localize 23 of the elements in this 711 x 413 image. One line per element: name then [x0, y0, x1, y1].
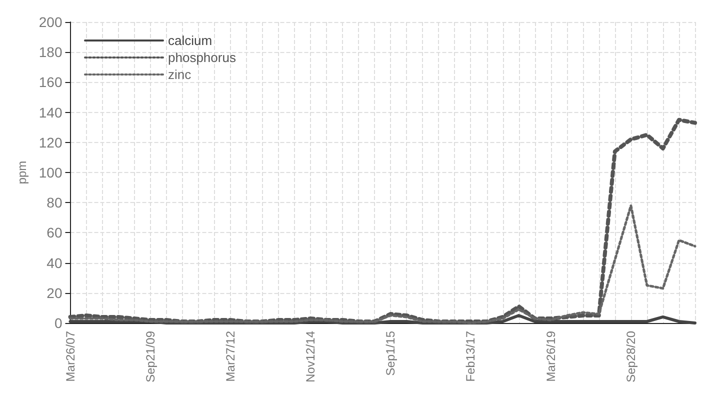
y-tick-label: 120 [38, 134, 62, 150]
x-tick-label: Sep1/15 [384, 330, 398, 376]
x-tick-label: Mar26/07 [63, 330, 78, 382]
x-tick-label: Sep28/20 [624, 330, 638, 382]
x-tick-label: Mar27/12 [223, 330, 238, 382]
text: phosphorus [168, 50, 236, 65]
x-tick-label: Sep21/09 [143, 330, 158, 382]
y-tick-label: 140 [38, 104, 62, 120]
y-tick-label: 200 [38, 14, 62, 30]
y-tick-label: 80 [46, 194, 62, 211]
x-tick-label: Nov12/14 [304, 330, 318, 382]
x-tick-label: Mar26/19 [544, 330, 558, 382]
y-tick-label: 0 [54, 315, 62, 331]
y-tick-label: 20 [46, 284, 62, 301]
text: zinc [168, 67, 192, 82]
y-axis-title: ppm [15, 160, 29, 184]
y-tick-label: 160 [38, 74, 62, 90]
y-tick-label: 60 [46, 224, 62, 241]
text: calcium [168, 33, 212, 48]
y-tick-label: 40 [46, 254, 62, 271]
y-tick-label: 100 [38, 164, 62, 180]
x-tick-label: Feb13/17 [464, 330, 478, 382]
y-tick-label: 180 [38, 44, 62, 60]
